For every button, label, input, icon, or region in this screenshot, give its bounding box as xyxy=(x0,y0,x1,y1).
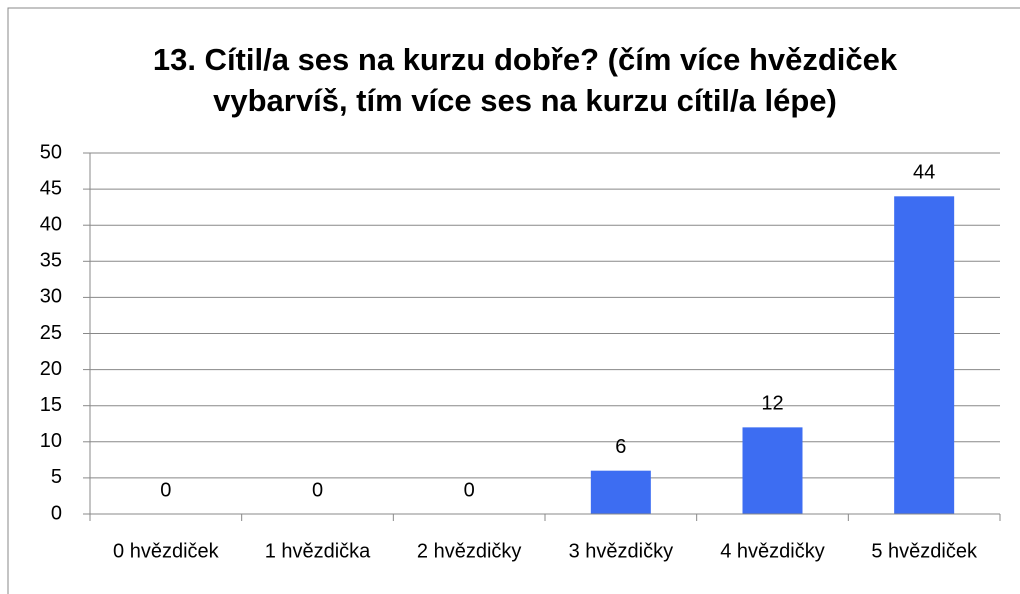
x-tick-label: 5 hvězdiček xyxy=(871,540,978,562)
data-label: 0 xyxy=(464,479,475,501)
y-tick-label: 50 xyxy=(40,141,62,163)
data-label: 6 xyxy=(615,436,626,458)
y-tick-label: 10 xyxy=(40,430,62,452)
chart-frame xyxy=(7,7,1020,594)
chart-title: 13. Cítil/a ses na kurzu dobře? (čím víc… xyxy=(153,42,898,77)
y-tick-label: 30 xyxy=(40,286,62,308)
y-tick-label: 20 xyxy=(40,358,62,380)
x-tick-label: 2 hvězdičky xyxy=(417,540,522,562)
y-tick-label: 0 xyxy=(51,502,62,524)
x-tick-label: 4 hvězdičky xyxy=(720,540,825,562)
y-tick-label: 35 xyxy=(40,250,62,272)
x-tick-label: 1 hvězdička xyxy=(265,540,371,562)
y-tick-label: 5 xyxy=(51,466,62,488)
bar xyxy=(894,196,955,514)
x-tick-label: 0 hvězdiček xyxy=(113,540,220,562)
data-label: 44 xyxy=(913,162,935,184)
x-tick-label: 3 hvězdičky xyxy=(569,540,674,562)
data-label: 0 xyxy=(312,479,323,501)
bar xyxy=(590,470,651,514)
y-tick-label: 45 xyxy=(40,177,62,199)
chart-title: vybarvíš, tím více ses na kurzu cítil/a … xyxy=(213,83,837,118)
y-tick-label: 15 xyxy=(40,394,62,416)
data-label: 0 xyxy=(160,479,171,501)
y-tick-label: 40 xyxy=(40,213,62,235)
bar xyxy=(742,427,803,514)
y-tick-label: 25 xyxy=(40,322,62,344)
data-label: 12 xyxy=(761,393,783,415)
